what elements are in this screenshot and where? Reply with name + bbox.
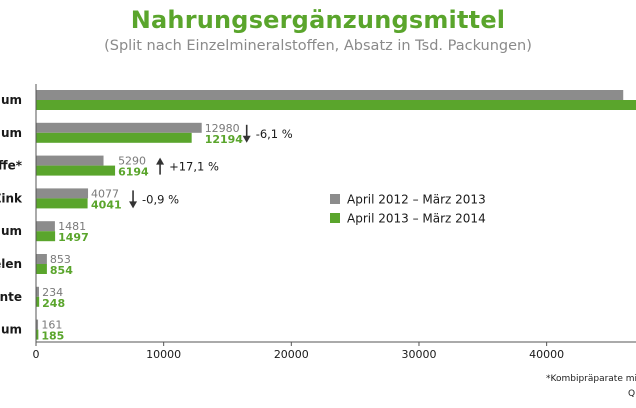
value-label-prev: 12980 — [205, 122, 240, 135]
bar-curr — [36, 329, 39, 340]
bar-prev — [36, 90, 624, 100]
value-label-curr: 4041 — [91, 198, 122, 211]
value-label-prev: 161 — [41, 319, 62, 332]
category-label: ffe* — [0, 159, 23, 173]
value-label-prev: 1481 — [58, 220, 86, 233]
bar-curr — [36, 264, 47, 274]
value-label-prev: 5290 — [118, 155, 146, 168]
value-label-curr: 6194 — [118, 166, 149, 179]
value-label-prev: 853 — [50, 253, 71, 266]
bar-curr — [36, 100, 636, 110]
value-label-curr: 248 — [42, 297, 65, 310]
category-label: elen — [0, 257, 22, 271]
legend-swatch-prev — [330, 194, 340, 204]
chart-title: Nahrungsergänzungsmittel — [130, 6, 506, 34]
bar-curr — [36, 231, 56, 242]
arrow-down-icon — [242, 135, 251, 143]
bar-prev — [36, 286, 39, 297]
value-label-curr: 185 — [41, 330, 64, 343]
change-label: -0,9 % — [142, 192, 179, 206]
bar-prev — [36, 188, 89, 199]
bar-curr — [36, 132, 192, 143]
bar-prev — [36, 319, 39, 330]
bar-curr — [36, 165, 116, 176]
bar-prev — [36, 155, 104, 166]
x-tick-label: 40000 — [529, 348, 564, 361]
legend-swatch-curr — [330, 213, 340, 223]
category-label: rium — [0, 323, 22, 337]
category-label: sium — [0, 93, 22, 107]
chart-subtitle: (Split nach Einzelmineralstoffen, Absatz… — [104, 38, 532, 54]
bar-curr — [36, 198, 88, 209]
bar-prev — [36, 221, 55, 232]
category-label: ente — [0, 290, 22, 304]
value-label-prev: 4077 — [91, 187, 119, 200]
category-label: lium — [0, 224, 22, 238]
x-tick-label: 30000 — [401, 348, 436, 361]
bar-prev — [36, 254, 47, 264]
value-label-curr: 1497 — [58, 231, 89, 244]
value-label-curr: 854 — [50, 264, 73, 277]
bar-prev — [36, 122, 202, 133]
value-label-prev: 234 — [42, 286, 63, 299]
footnote-source: Q — [628, 389, 636, 399]
footnote-combination: *Kombipräparate mi — [546, 374, 636, 384]
x-tick-label: 10000 — [146, 348, 181, 361]
bar-curr — [36, 296, 40, 307]
change-label: +17,1 % — [169, 160, 219, 174]
change-label: -6,1 % — [256, 127, 293, 141]
category-label: sium — [0, 126, 22, 140]
value-label-curr: 12194 — [205, 133, 244, 146]
arrow-up-icon — [156, 157, 165, 165]
x-tick-label: 0 — [33, 348, 40, 361]
arrow-down-icon — [129, 201, 138, 209]
category-label: Zink — [0, 191, 23, 205]
x-tick-label: 20000 — [274, 348, 309, 361]
legend-label-prev: April 2012 – März 2013 — [347, 193, 486, 207]
legend-label-curr: April 2013 – März 2014 — [347, 212, 486, 226]
